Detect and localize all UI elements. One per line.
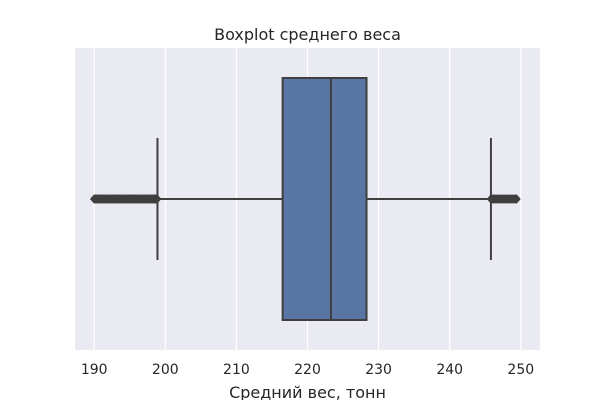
box-iqr [281,77,368,321]
plot-area [89,77,521,321]
x-tick-label: 210 [223,362,250,378]
x-tick-labels: 190 200 210 220 230 240 250 [81,362,534,378]
outlier-point-high [512,194,521,204]
x-tick-label: 220 [294,362,321,378]
chart-title: Boxplot среднего веса [214,25,401,44]
x-tick-label: 240 [436,362,463,378]
x-tick-label: 200 [152,362,179,378]
outlier-point-low [152,194,162,204]
x-tick-label: 190 [81,362,108,378]
x-axis-label: Средний вес, тонн [229,383,386,400]
x-tick-label: 230 [365,362,392,378]
x-tick-label: 250 [507,362,534,378]
